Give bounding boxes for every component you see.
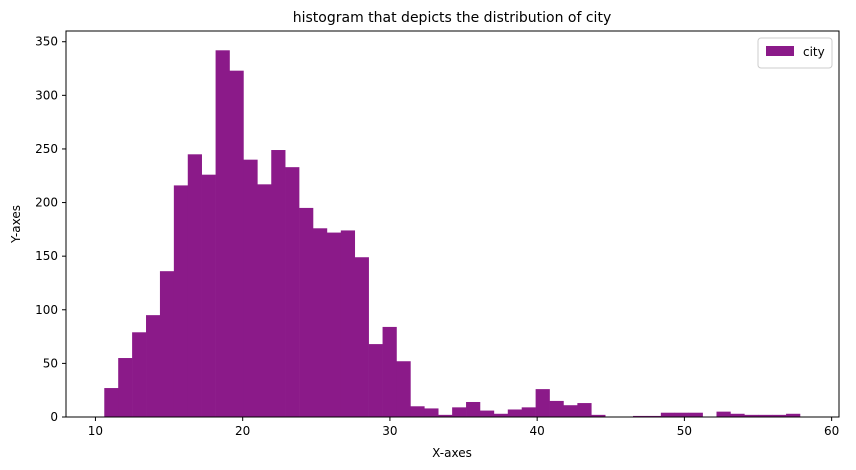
- histogram-bar: [688, 412, 703, 417]
- y-tick-label: 350: [35, 35, 58, 49]
- legend-label-city: city: [803, 45, 825, 59]
- histogram-bar: [118, 358, 133, 417]
- histogram-bar: [549, 400, 564, 417]
- histogram-bar: [493, 413, 509, 417]
- plot-frame: [65, 30, 840, 418]
- histogram-bar: [146, 315, 161, 417]
- y-tick-label: 100: [35, 303, 58, 317]
- histogram-bar: [132, 332, 147, 417]
- x-tick-label: 20: [235, 424, 250, 438]
- y-tick-label: 0: [50, 410, 58, 424]
- histogram-bar: [563, 405, 578, 417]
- histogram-bar: [772, 414, 787, 417]
- histogram-bar: [535, 389, 550, 417]
- histogram-bar: [257, 184, 272, 417]
- histogram-bar: [173, 185, 189, 417]
- histogram-bar: [201, 174, 216, 417]
- x-tick-label: 30: [382, 424, 397, 438]
- histogram-bar: [521, 407, 536, 417]
- histogram-bar: [271, 150, 286, 417]
- legend: city: [757, 37, 833, 69]
- histogram-bar: [326, 232, 342, 417]
- histogram-bar: [285, 167, 300, 417]
- histogram-bar: [786, 413, 801, 417]
- histogram-bar: [368, 344, 383, 417]
- histogram-bar: [577, 403, 592, 417]
- histogram-bar: [660, 412, 676, 417]
- histogram-bar: [591, 414, 606, 417]
- y-tick-label: 200: [35, 196, 58, 210]
- legend-box: [757, 37, 833, 69]
- histogram-bar: [396, 361, 411, 417]
- histogram-bar: [646, 415, 662, 417]
- histogram-bar: [744, 414, 759, 417]
- histogram-bar: [466, 401, 481, 417]
- histogram-bar: [438, 414, 453, 417]
- y-tick-label: 250: [35, 142, 58, 156]
- histogram-bar: [452, 407, 467, 417]
- y-tick-label: 300: [35, 88, 58, 102]
- histogram-bar: [507, 409, 522, 417]
- x-tick-label: 40: [530, 424, 545, 438]
- chart-title: histogram that depicts the distribution …: [293, 10, 611, 26]
- histogram-bar: [215, 50, 230, 418]
- histogram-bar: [299, 207, 314, 417]
- histogram-bar: [354, 257, 369, 417]
- histogram-bar: [674, 412, 689, 417]
- histogram-bar: [243, 159, 258, 418]
- x-tick-label: 10: [88, 424, 103, 438]
- legend-swatch: [766, 46, 794, 56]
- histogram-bar: [382, 326, 397, 417]
- y-axis-ticks: 0 50 100 150 200 250 300 350: [35, 35, 66, 424]
- histogram-bar: [187, 154, 202, 417]
- histogram-bar: [340, 230, 356, 417]
- histogram-bar: [758, 414, 773, 417]
- x-tick-label: 60: [824, 424, 839, 438]
- histogram-bar: [104, 388, 119, 417]
- histogram-bar: [410, 406, 425, 417]
- x-tick-label: 50: [677, 424, 692, 438]
- histogram-bar: [716, 411, 731, 417]
- histogram-bar: [229, 70, 244, 418]
- histogram-bar: [730, 413, 745, 417]
- y-axis-label: Y-axes: [9, 205, 23, 244]
- histogram-bar: [159, 271, 175, 417]
- y-tick-label: 150: [35, 249, 58, 263]
- bars-group: [104, 50, 801, 418]
- histogram-bar: [633, 415, 648, 417]
- histogram-bar: [312, 228, 328, 417]
- x-axis-label: X-axes: [432, 446, 472, 460]
- histogram-bar: [479, 410, 495, 417]
- y-tick-label: 50: [43, 356, 58, 370]
- x-axis-ticks: 10 20 30 40 50 60: [88, 417, 839, 438]
- histogram-bar: [424, 408, 439, 417]
